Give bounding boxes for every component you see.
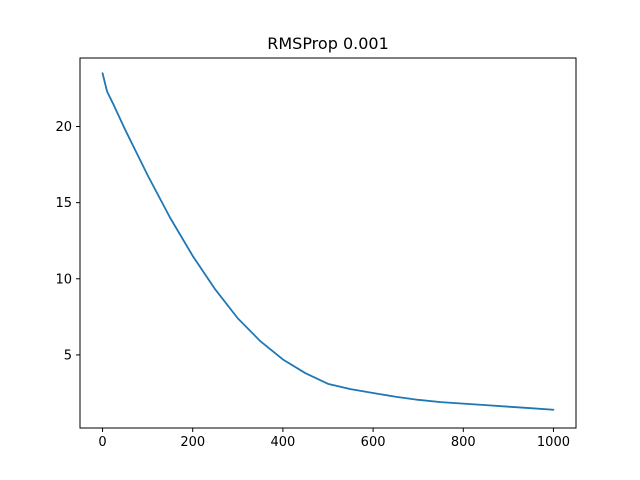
x-axis: 0 200 400 600 800 1000	[98, 428, 570, 450]
x-tick-label: 400	[270, 435, 295, 450]
plot-area	[101, 72, 555, 411]
x-tick-label: 800	[451, 435, 476, 450]
y-tick-label: 10	[55, 272, 72, 287]
axes-frame	[79, 57, 577, 429]
y-tick-label: 5	[64, 348, 72, 363]
y-tick-label: 20	[55, 120, 72, 135]
chart-title: RMSProp 0.001	[267, 34, 389, 53]
x-tick-label: 200	[180, 435, 205, 450]
y-tick-label: 15	[55, 196, 72, 211]
y-axis: 5 10 15 20	[55, 120, 80, 363]
series-line-0	[101, 72, 555, 411]
x-tick-label: 600	[361, 435, 386, 450]
x-tick-label: 1000	[537, 435, 570, 450]
x-tick-label: 0	[98, 435, 106, 450]
